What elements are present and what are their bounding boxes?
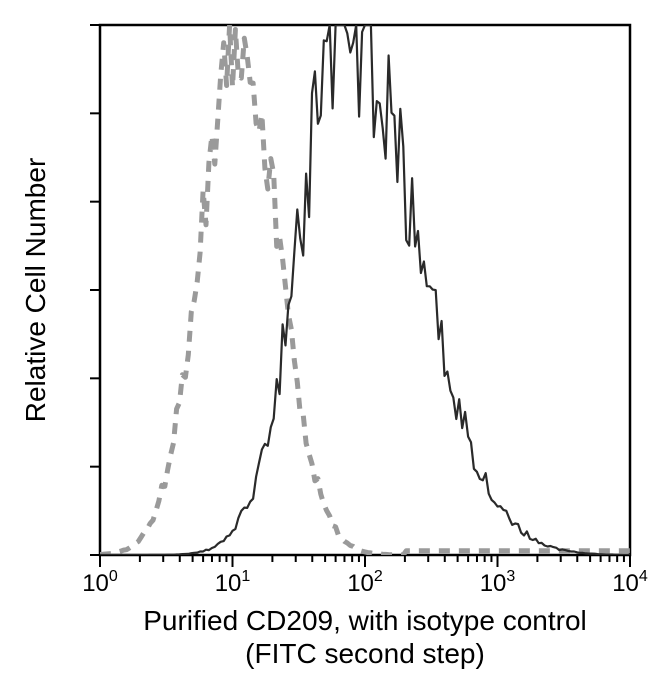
y-axis-label: Relative Cell Number	[20, 158, 51, 423]
x-axis-label-line2: (FITC second step)	[245, 638, 485, 669]
flow-cytometry-histogram: 100101102103104 Relative Cell Number Pur…	[0, 0, 650, 680]
x-axis-label-line1: Purified CD209, with isotype control	[143, 605, 587, 636]
